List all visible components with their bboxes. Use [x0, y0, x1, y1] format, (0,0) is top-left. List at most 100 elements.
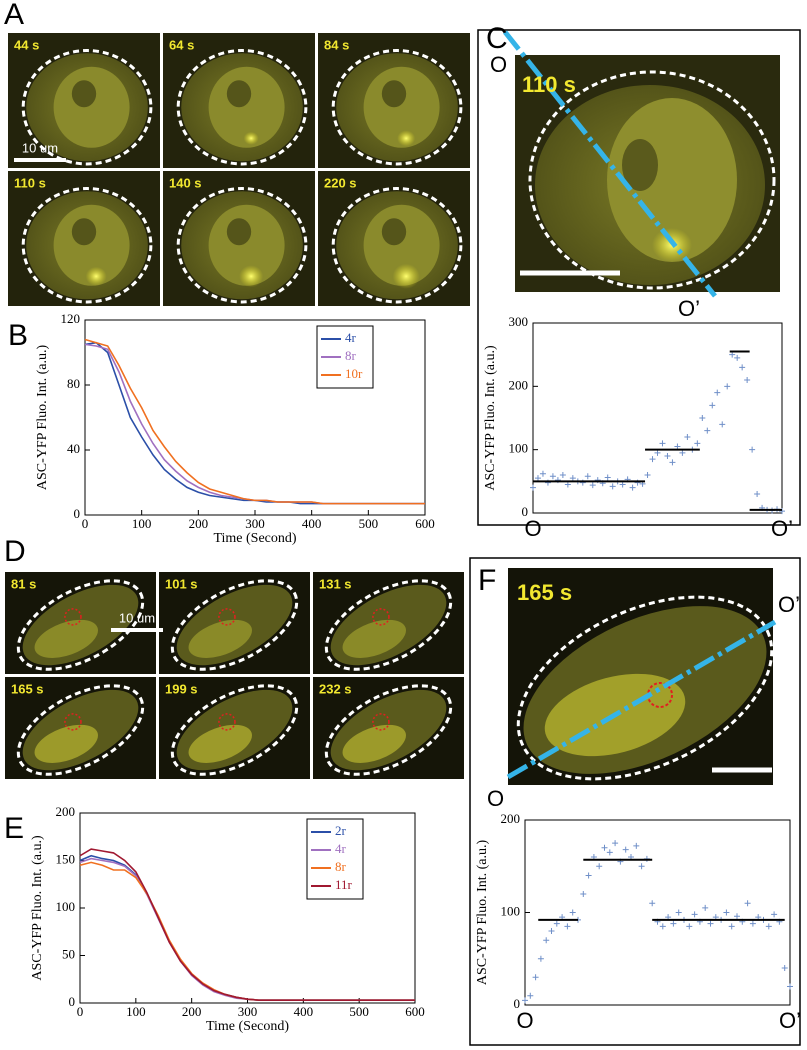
time-stamp: 131 s [319, 576, 352, 591]
y-tick-label: 0 [522, 504, 529, 519]
panel-label: E [4, 812, 24, 845]
line-start: O [487, 786, 504, 811]
time-stamp: 44 s [14, 37, 39, 52]
cell-outline [21, 49, 153, 166]
plot-frame [79, 812, 416, 1004]
x-tick-label: 600 [415, 516, 435, 531]
y-tick-label: 120 [61, 311, 81, 326]
point [739, 364, 746, 371]
point [765, 923, 772, 930]
speck [85, 266, 107, 286]
time-stamp: 220 s [324, 175, 357, 190]
point [604, 474, 611, 481]
image-grid: 44 s 10 um 64 s 84 s 110 s 140 s 220 s [8, 33, 470, 306]
point [564, 481, 571, 488]
time-stamp: 110 s [522, 72, 576, 97]
cell-outline [170, 579, 299, 671]
y-tick-label: 200 [501, 811, 521, 826]
point [609, 483, 616, 490]
series-line [79, 857, 415, 1001]
plot-frame [524, 819, 791, 1006]
nucleolus [381, 218, 407, 246]
panel-frame [469, 557, 801, 1046]
point [659, 440, 666, 447]
x-tick-label: 100 [126, 1004, 146, 1019]
point [589, 482, 596, 489]
speck [392, 263, 420, 289]
y-tick-label: 200 [56, 804, 76, 819]
nucleus [34, 619, 98, 658]
line-start: O [490, 52, 507, 77]
time-stamp: 165 s [11, 681, 44, 696]
point [728, 923, 735, 930]
point [633, 842, 640, 849]
point [724, 383, 731, 390]
y-tick-label: 80 [67, 376, 80, 391]
time-stamp: 84 s [324, 37, 349, 52]
point [569, 475, 576, 482]
point [787, 983, 793, 990]
x-tick-label: 600 [405, 1004, 425, 1019]
time-stamp: 165 s [517, 580, 572, 605]
point [707, 920, 714, 927]
point [729, 351, 736, 358]
line-end: O’ [778, 592, 800, 617]
y-tick-label: 150 [56, 851, 76, 866]
time-stamp: 81 s [11, 576, 36, 591]
y-tick-label: 50 [62, 946, 75, 961]
point [601, 844, 608, 851]
speck [243, 131, 259, 145]
point [585, 872, 592, 879]
cell-outline [331, 187, 463, 304]
nucleolus [381, 80, 407, 108]
speck [397, 130, 416, 147]
y-axis-label: ASC-YFP Fluo. Int. (a.u.) [475, 840, 490, 986]
point [569, 909, 576, 916]
legend-label: 10r [345, 366, 363, 381]
x-tick-label: O’ [779, 1008, 801, 1033]
series-line [79, 854, 415, 1001]
nucleus [342, 724, 406, 763]
plot-frame [84, 319, 426, 516]
legend-label: 8r [335, 859, 347, 874]
series-line [84, 341, 425, 505]
point [534, 475, 541, 482]
nucleus [53, 66, 130, 148]
y-tick-label: 0 [514, 996, 521, 1011]
speck-roi [64, 608, 82, 626]
nucleus [208, 66, 285, 148]
point [553, 920, 560, 927]
x-tick-label: O [516, 1008, 533, 1033]
time-stamp: 110 s [14, 175, 46, 190]
point [532, 974, 539, 981]
image-c: 110 s [503, 30, 780, 298]
y-tick-label: 100 [56, 899, 76, 914]
point [744, 900, 751, 907]
panel-label: F [478, 564, 496, 597]
point [543, 937, 550, 944]
y-axis-label: ASC-YFP Fluo. Int. (a.u.) [30, 835, 45, 981]
x-tick-label: 500 [349, 1004, 369, 1019]
speck-roi [64, 713, 82, 731]
point [549, 473, 556, 480]
plot-frame [532, 322, 783, 514]
point [622, 846, 629, 853]
legend-label: 4r [335, 841, 347, 856]
panel-label: D [4, 535, 26, 568]
point [714, 389, 721, 396]
point [699, 415, 706, 421]
point [638, 863, 645, 870]
point [709, 402, 716, 409]
x-tick-label: 200 [182, 1004, 202, 1019]
image-grid: 81 s 101 s 10 um 131 s 165 s 199 s 232 s [5, 572, 464, 779]
x-tick-label: O’ [771, 516, 793, 541]
y-tick-label: 0 [74, 506, 81, 521]
time-stamp: 64 s [169, 37, 194, 52]
point [749, 446, 756, 453]
point [649, 456, 656, 463]
image-f: 165 s [506, 568, 777, 785]
point [596, 863, 603, 870]
cell-outline [21, 187, 153, 304]
cell-outline [324, 579, 453, 671]
